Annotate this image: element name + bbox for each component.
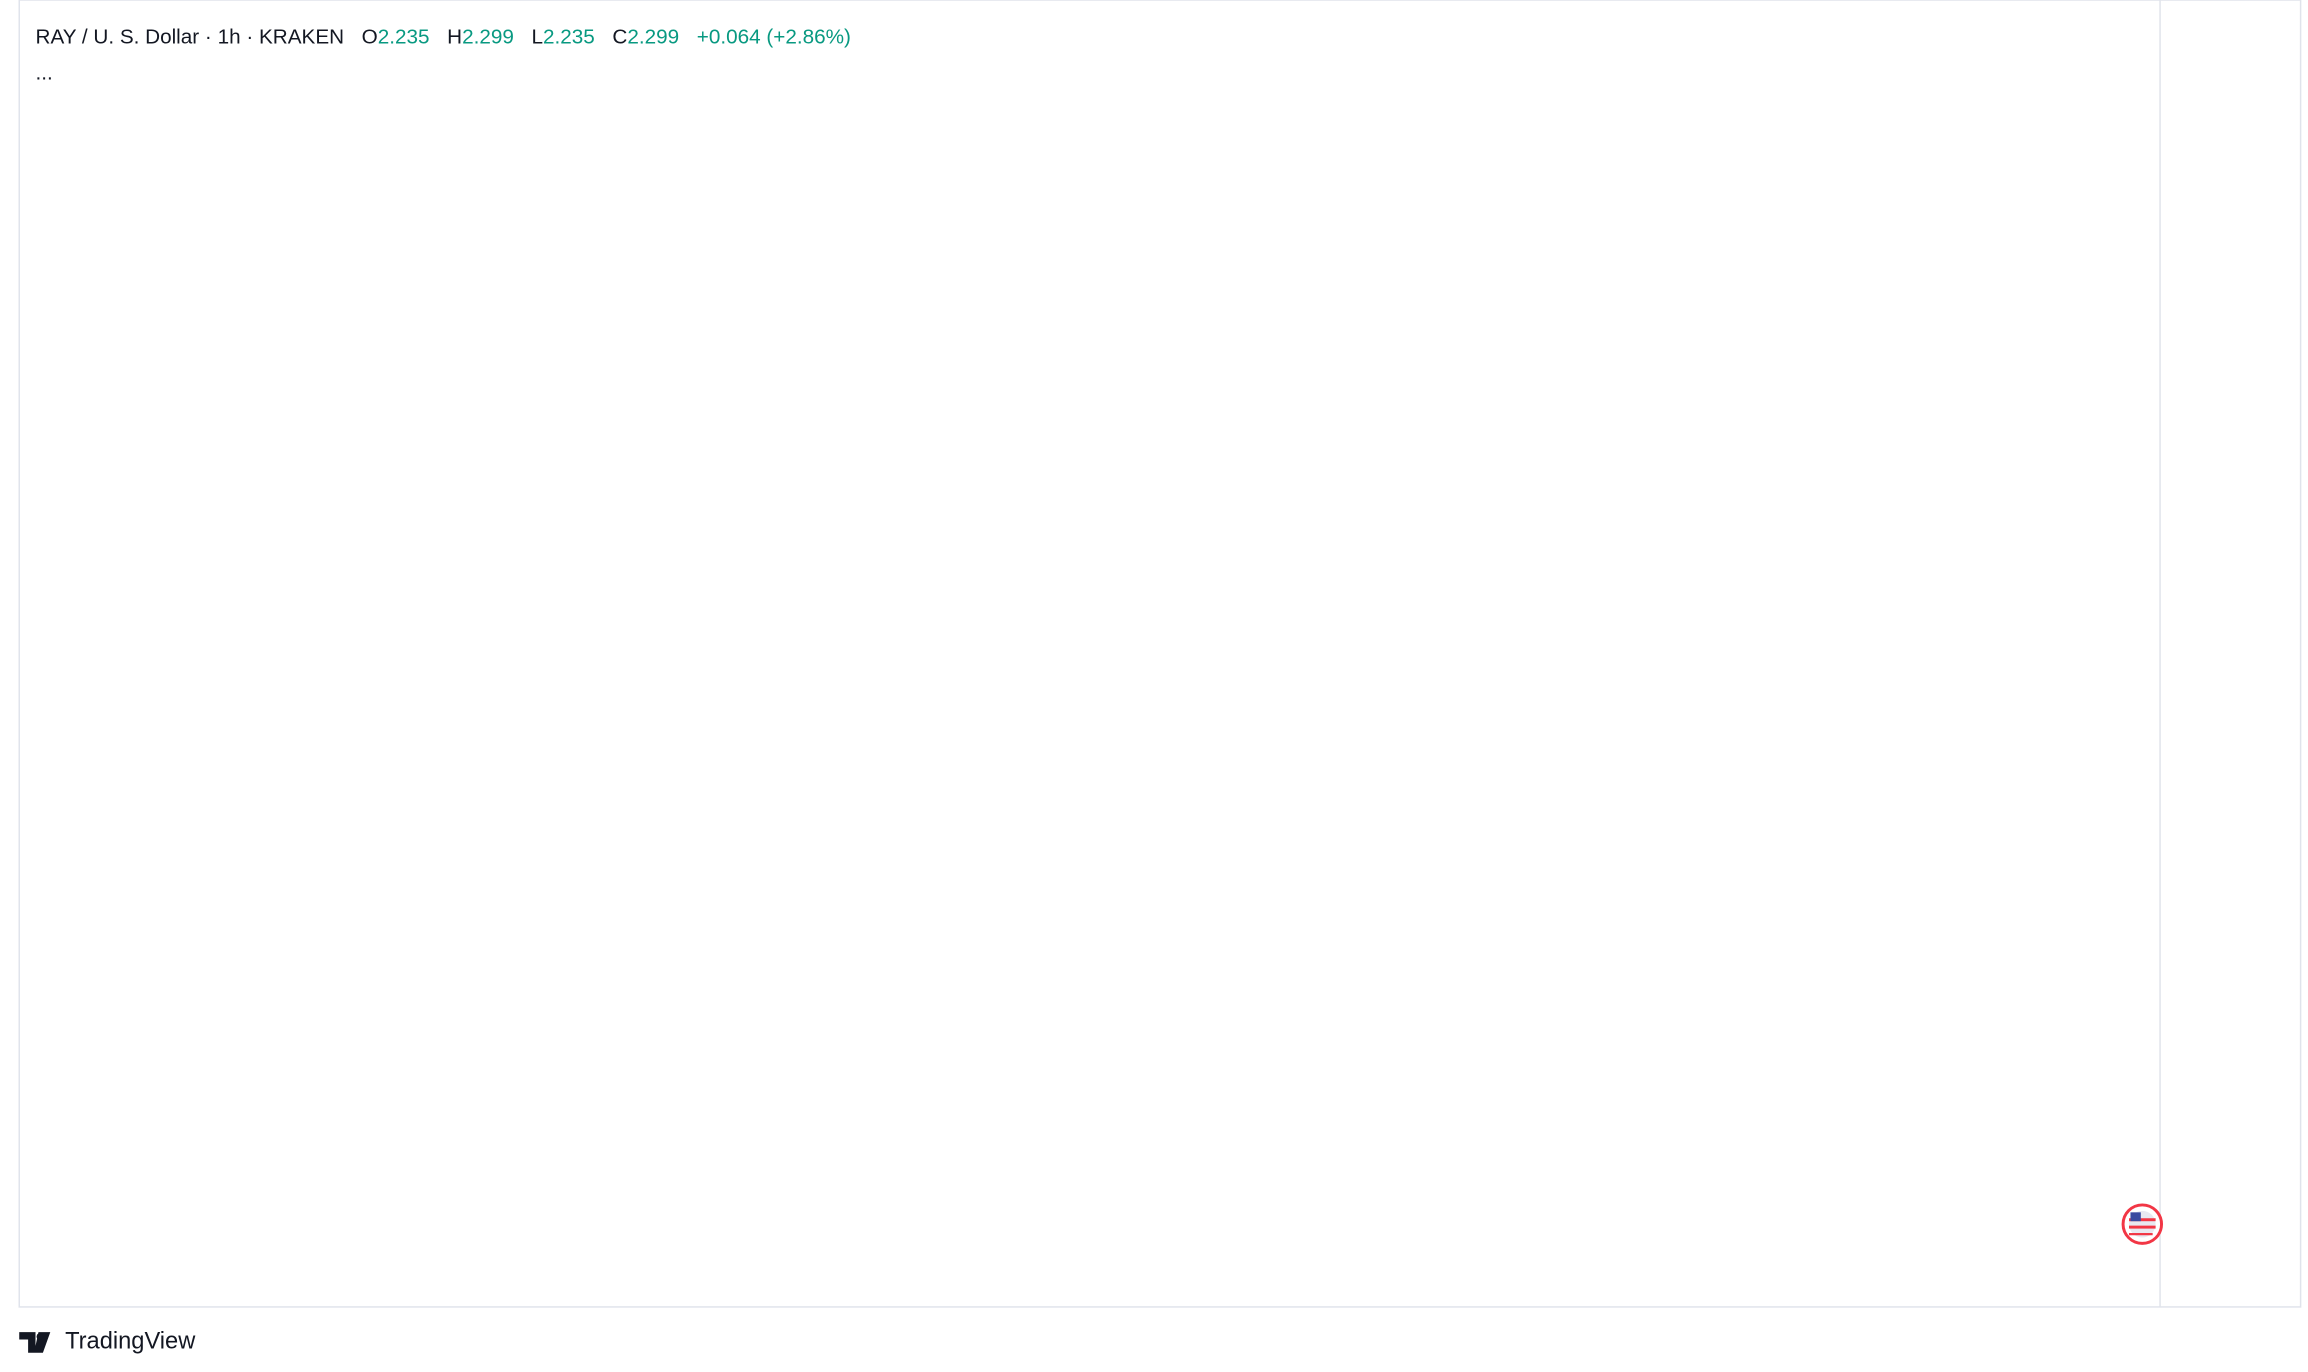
flag-icon <box>2121 1203 2164 1245</box>
brand: TradingView <box>19 1329 196 1355</box>
ohlc-label: H <box>447 26 462 49</box>
brand-name: TradingView <box>65 1329 196 1355</box>
ohlc-label: C <box>612 26 627 49</box>
frame <box>18 0 2302 1308</box>
ohlc-label: L <box>532 26 544 49</box>
header: RAY / U. S. Dollar · 1h · KRAKEN O2.235 … <box>36 26 851 49</box>
more-button[interactable]: ... <box>36 61 53 84</box>
change: +0.064 (+2.86%) <box>697 26 851 49</box>
ohlc-label: O <box>362 26 378 49</box>
ohlc-value: 2.235 <box>543 26 595 49</box>
ohlc-value: 2.299 <box>462 26 514 49</box>
ohlc-value: 2.299 <box>627 26 679 49</box>
ohlc-value: 2.235 <box>378 26 430 49</box>
symbol-title: RAY / U. S. Dollar · 1h · KRAKEN <box>36 26 345 49</box>
